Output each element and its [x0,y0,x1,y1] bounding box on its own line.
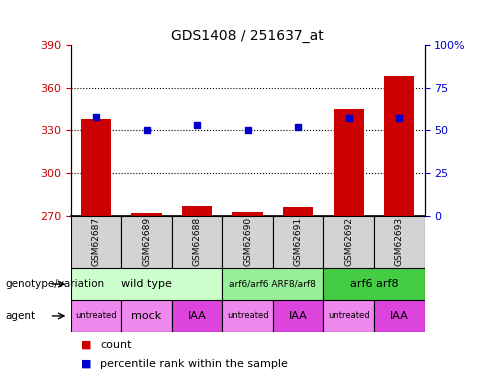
Bar [223,268,324,300]
Bar [172,216,223,268]
Text: wild type: wild type [121,279,172,289]
Bar [71,216,122,268]
Text: IAA: IAA [289,311,307,321]
Bar [283,207,313,216]
Bar [324,268,425,300]
Bar [223,216,273,268]
Bar [71,268,223,300]
Bar [324,216,374,268]
Bar [374,300,425,332]
Bar [182,206,212,216]
Bar [232,212,263,216]
Bar [273,216,324,268]
Text: ■: ■ [81,340,91,350]
Text: mock: mock [131,311,162,321]
Bar [384,76,414,216]
Bar [223,300,273,332]
Text: GSM62690: GSM62690 [243,217,252,266]
Text: IAA: IAA [188,311,206,321]
Text: GSM62689: GSM62689 [142,217,151,266]
Text: GSM62691: GSM62691 [294,217,303,266]
Bar [122,300,172,332]
Bar [122,216,172,268]
Bar [334,109,364,216]
Text: agent: agent [5,311,35,321]
Text: genotype/variation: genotype/variation [5,279,104,289]
Text: untreated: untreated [328,311,369,320]
Text: GSM62688: GSM62688 [193,217,202,266]
Title: GDS1408 / 251637_at: GDS1408 / 251637_at [171,28,324,43]
Text: count: count [100,340,132,350]
Bar [71,300,122,332]
Bar [131,213,162,216]
Text: percentile rank within the sample: percentile rank within the sample [100,359,288,369]
Bar [172,300,223,332]
Text: IAA: IAA [390,311,408,321]
Bar [324,300,374,332]
Text: untreated: untreated [227,311,268,320]
Bar [273,300,324,332]
Text: GSM62692: GSM62692 [344,217,353,266]
Text: arf6/arf6 ARF8/arf8: arf6/arf6 ARF8/arf8 [229,280,316,289]
Bar [81,119,111,216]
Bar [374,216,425,268]
Text: untreated: untreated [75,311,117,320]
Text: GSM62687: GSM62687 [92,217,101,266]
Text: GSM62693: GSM62693 [395,217,404,266]
Text: ■: ■ [81,359,91,369]
Text: arf6 arf8: arf6 arf8 [350,279,398,289]
